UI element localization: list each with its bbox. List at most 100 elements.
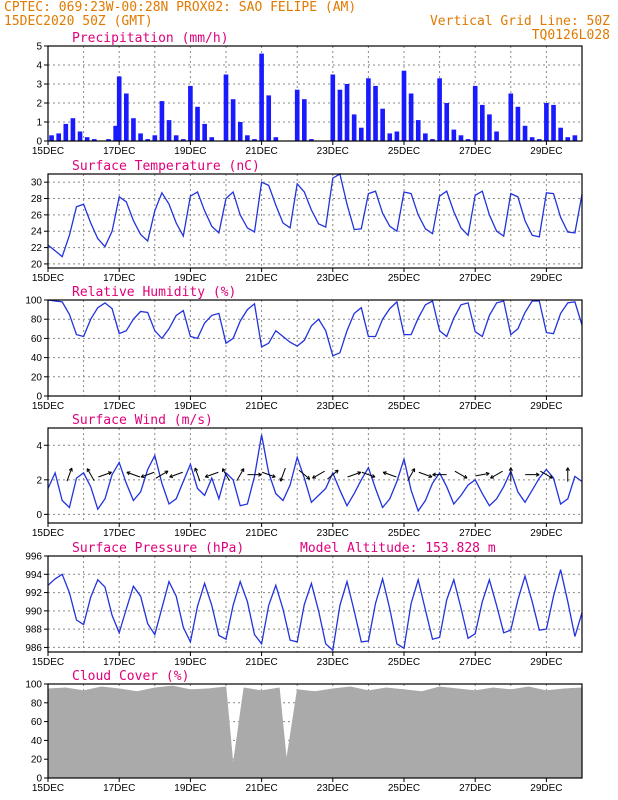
precip-bar: [373, 85, 378, 141]
wind-arrow: [194, 467, 201, 482]
precip-bar: [49, 135, 54, 141]
cloud-xtick-label: 29DEC: [530, 783, 562, 794]
precip-bar: [138, 133, 143, 141]
pressure-panel: 986 988 990 992 994 996 15DEC 17DEC 19DEC 21DEC 23…: [25, 541, 583, 668]
precip-bar: [245, 135, 250, 141]
precip-bar: [437, 78, 442, 141]
wind-arrow: [247, 472, 262, 477]
temperature-xtick-label: 25DEC: [388, 273, 420, 284]
precip-bar: [131, 118, 136, 141]
wind-frame: [47, 427, 583, 524]
header-line1: CPTEC: 069:23W-00:28N PROX02: SAO FELIPE…: [4, 0, 356, 15]
precip-bar: [152, 135, 158, 141]
pressure-annotation: Model Altitude: 153.828 m: [300, 541, 496, 556]
cloud-panel: 0 20 40 60 80 100 15DEC 17DEC 19DEC 21DEC 23DEC 25D…: [25, 669, 583, 794]
precip-bar: [401, 70, 407, 141]
pressure-title: Surface Pressure (hPa): [72, 541, 244, 556]
precip-bar: [309, 139, 314, 141]
temperature-xtick-label: 29DEC: [530, 273, 562, 284]
precip-bar: [494, 131, 499, 141]
pressure-xtick-label: 23DEC: [317, 657, 349, 668]
precip-bar: [472, 85, 478, 141]
precip-bar: [451, 129, 457, 141]
precip-bar: [351, 114, 357, 141]
wind-arrow: [565, 467, 570, 482]
pressure-ytick-label: 994: [25, 570, 42, 581]
cloud-title: Cloud Cover (%): [72, 669, 189, 684]
humidity-ytick-label: 40: [31, 353, 43, 364]
precip-ytick-label: 1: [36, 118, 42, 129]
pressure-xtick-label: 29DEC: [530, 657, 562, 668]
wind-arrow: [490, 470, 503, 479]
wind-arrow: [454, 470, 468, 479]
wind-arrow: [407, 468, 416, 481]
precip-xtick-label: 21DEC: [245, 146, 277, 157]
precip-bar: [415, 120, 421, 141]
wind-arrow: [347, 471, 362, 478]
cloud-ytick-label: 60: [31, 717, 43, 728]
precip-bar: [294, 89, 300, 141]
pressure-series-line: [47, 569, 583, 652]
precip-bar: [358, 127, 364, 141]
humidity-series-line: [47, 299, 583, 357]
precip-xtick-label: 23DEC: [317, 146, 349, 157]
wind-arrow: [222, 468, 230, 481]
precip-bar: [508, 93, 514, 141]
wind-arrow: [169, 471, 183, 479]
precip-bar: [465, 139, 471, 141]
pressure-xtick-label: 25DEC: [388, 657, 420, 668]
precip-bar: [487, 114, 492, 141]
precip-bar: [252, 139, 257, 141]
wind-arrow: [312, 470, 325, 479]
precip-bar: [70, 118, 76, 141]
precip-bar: [173, 135, 179, 141]
precip-bar: [106, 139, 111, 141]
precip-xtick-label: 27DEC: [459, 146, 491, 157]
wind-arrow: [475, 471, 490, 477]
header-date: 15DEC2020 50Z (GMT): [4, 14, 153, 29]
wind-arrow: [155, 470, 169, 479]
temperature-series-line: [47, 172, 583, 258]
humidity-ytick-label: 100: [25, 296, 42, 307]
humidity-xtick-label: 19DEC: [174, 401, 206, 412]
precip-bar: [223, 74, 229, 141]
precip-ytick-label: 4: [36, 61, 42, 72]
cloud-ytick-label: 0: [36, 774, 42, 785]
wind-arrow: [298, 469, 311, 480]
cloud-area: [47, 685, 583, 779]
precip-ytick-label: 2: [36, 99, 42, 110]
pressure-xtick-label: 15DEC: [32, 657, 64, 668]
wind-arrow: [86, 468, 95, 481]
precip-bar: [551, 104, 556, 141]
cloud-xtick-label: 23DEC: [317, 783, 349, 794]
wind-arrow: [236, 468, 245, 481]
wind-arrow: [361, 471, 376, 479]
humidity-frame: [47, 299, 583, 397]
precip-bar: [266, 95, 272, 141]
wind-arrow: [525, 472, 540, 477]
precip-bar: [558, 127, 563, 141]
pressure-xtick-label: 21DEC: [245, 657, 277, 668]
humidity-xtick-label: 23DEC: [317, 401, 349, 412]
wind-arrow: [540, 470, 553, 479]
precip-bar: [480, 104, 485, 141]
precip-bar: [77, 131, 83, 141]
wind-panel: 0 2 4 15DEC 17DEC 19DEC 21DEC 23DEC 25DEC 27DEC 29…: [32, 413, 583, 539]
precip-bar: [116, 76, 122, 141]
cloud-xtick-label: 19DEC: [174, 783, 206, 794]
wind-xtick-label: 17DEC: [103, 528, 135, 539]
wind-xtick-label: 21DEC: [245, 528, 277, 539]
cloud-xtick-label: 15DEC: [32, 783, 64, 794]
humidity-ytick-label: 80: [31, 315, 43, 326]
cloud-ytick-label: 100: [25, 680, 42, 691]
wind-arrow: [204, 471, 219, 479]
precip-bar: [124, 93, 129, 141]
cloud-xtick-label: 17DEC: [103, 783, 135, 794]
precip-bar: [515, 106, 521, 141]
precip-bar: [408, 93, 414, 141]
temperature-panel: 20 22 24 26 28 30 15DEC 17DEC 19DEC 21DEC 23DEC 25D…: [31, 159, 583, 284]
humidity-ytick-label: 0: [36, 392, 42, 403]
precip-bar: [56, 133, 61, 141]
precip-bar: [63, 123, 69, 141]
